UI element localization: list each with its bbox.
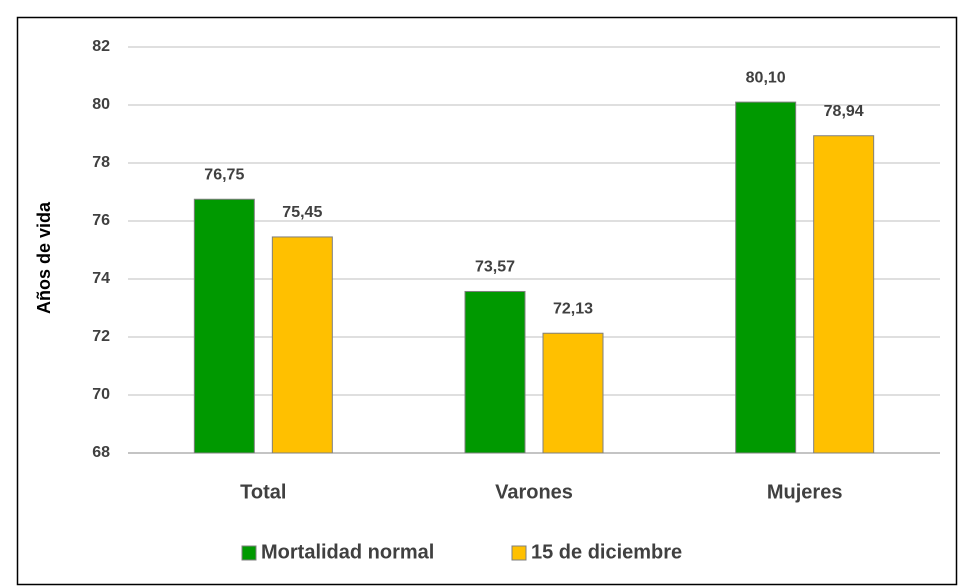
bar (542, 332, 604, 454)
legend-swatch (511, 545, 527, 561)
value-label: 78,94 (824, 103, 864, 120)
value-label: 72,13 (553, 300, 593, 317)
y-tick-label: 82 (92, 38, 110, 55)
value-label: 75,45 (282, 204, 322, 221)
bar (271, 236, 333, 454)
legend-label: Mortalidad normal (261, 541, 434, 563)
x-tick-label: Mujeres (767, 481, 843, 503)
value-label: 76,75 (204, 166, 244, 183)
y-tick-label: 78 (92, 154, 110, 171)
bar (735, 101, 797, 454)
y-tick-label: 74 (92, 270, 110, 287)
bar (464, 290, 526, 454)
bar (193, 198, 255, 454)
y-tick-label: 72 (92, 328, 110, 345)
value-label: 80,10 (746, 69, 786, 86)
x-tick-label: Total (240, 481, 286, 503)
y-tick-label: 70 (92, 386, 110, 403)
y-tick-label: 80 (92, 96, 110, 113)
bar (813, 135, 875, 454)
x-tick-label: Varones (495, 481, 573, 503)
legend-swatch (241, 545, 257, 561)
y-tick-label: 68 (92, 444, 110, 461)
y-axis-label: Años de vida (34, 201, 54, 314)
y-tick-label: 76 (92, 212, 110, 229)
legend-label: 15 de diciembre (531, 541, 682, 563)
value-label: 73,57 (475, 259, 515, 276)
